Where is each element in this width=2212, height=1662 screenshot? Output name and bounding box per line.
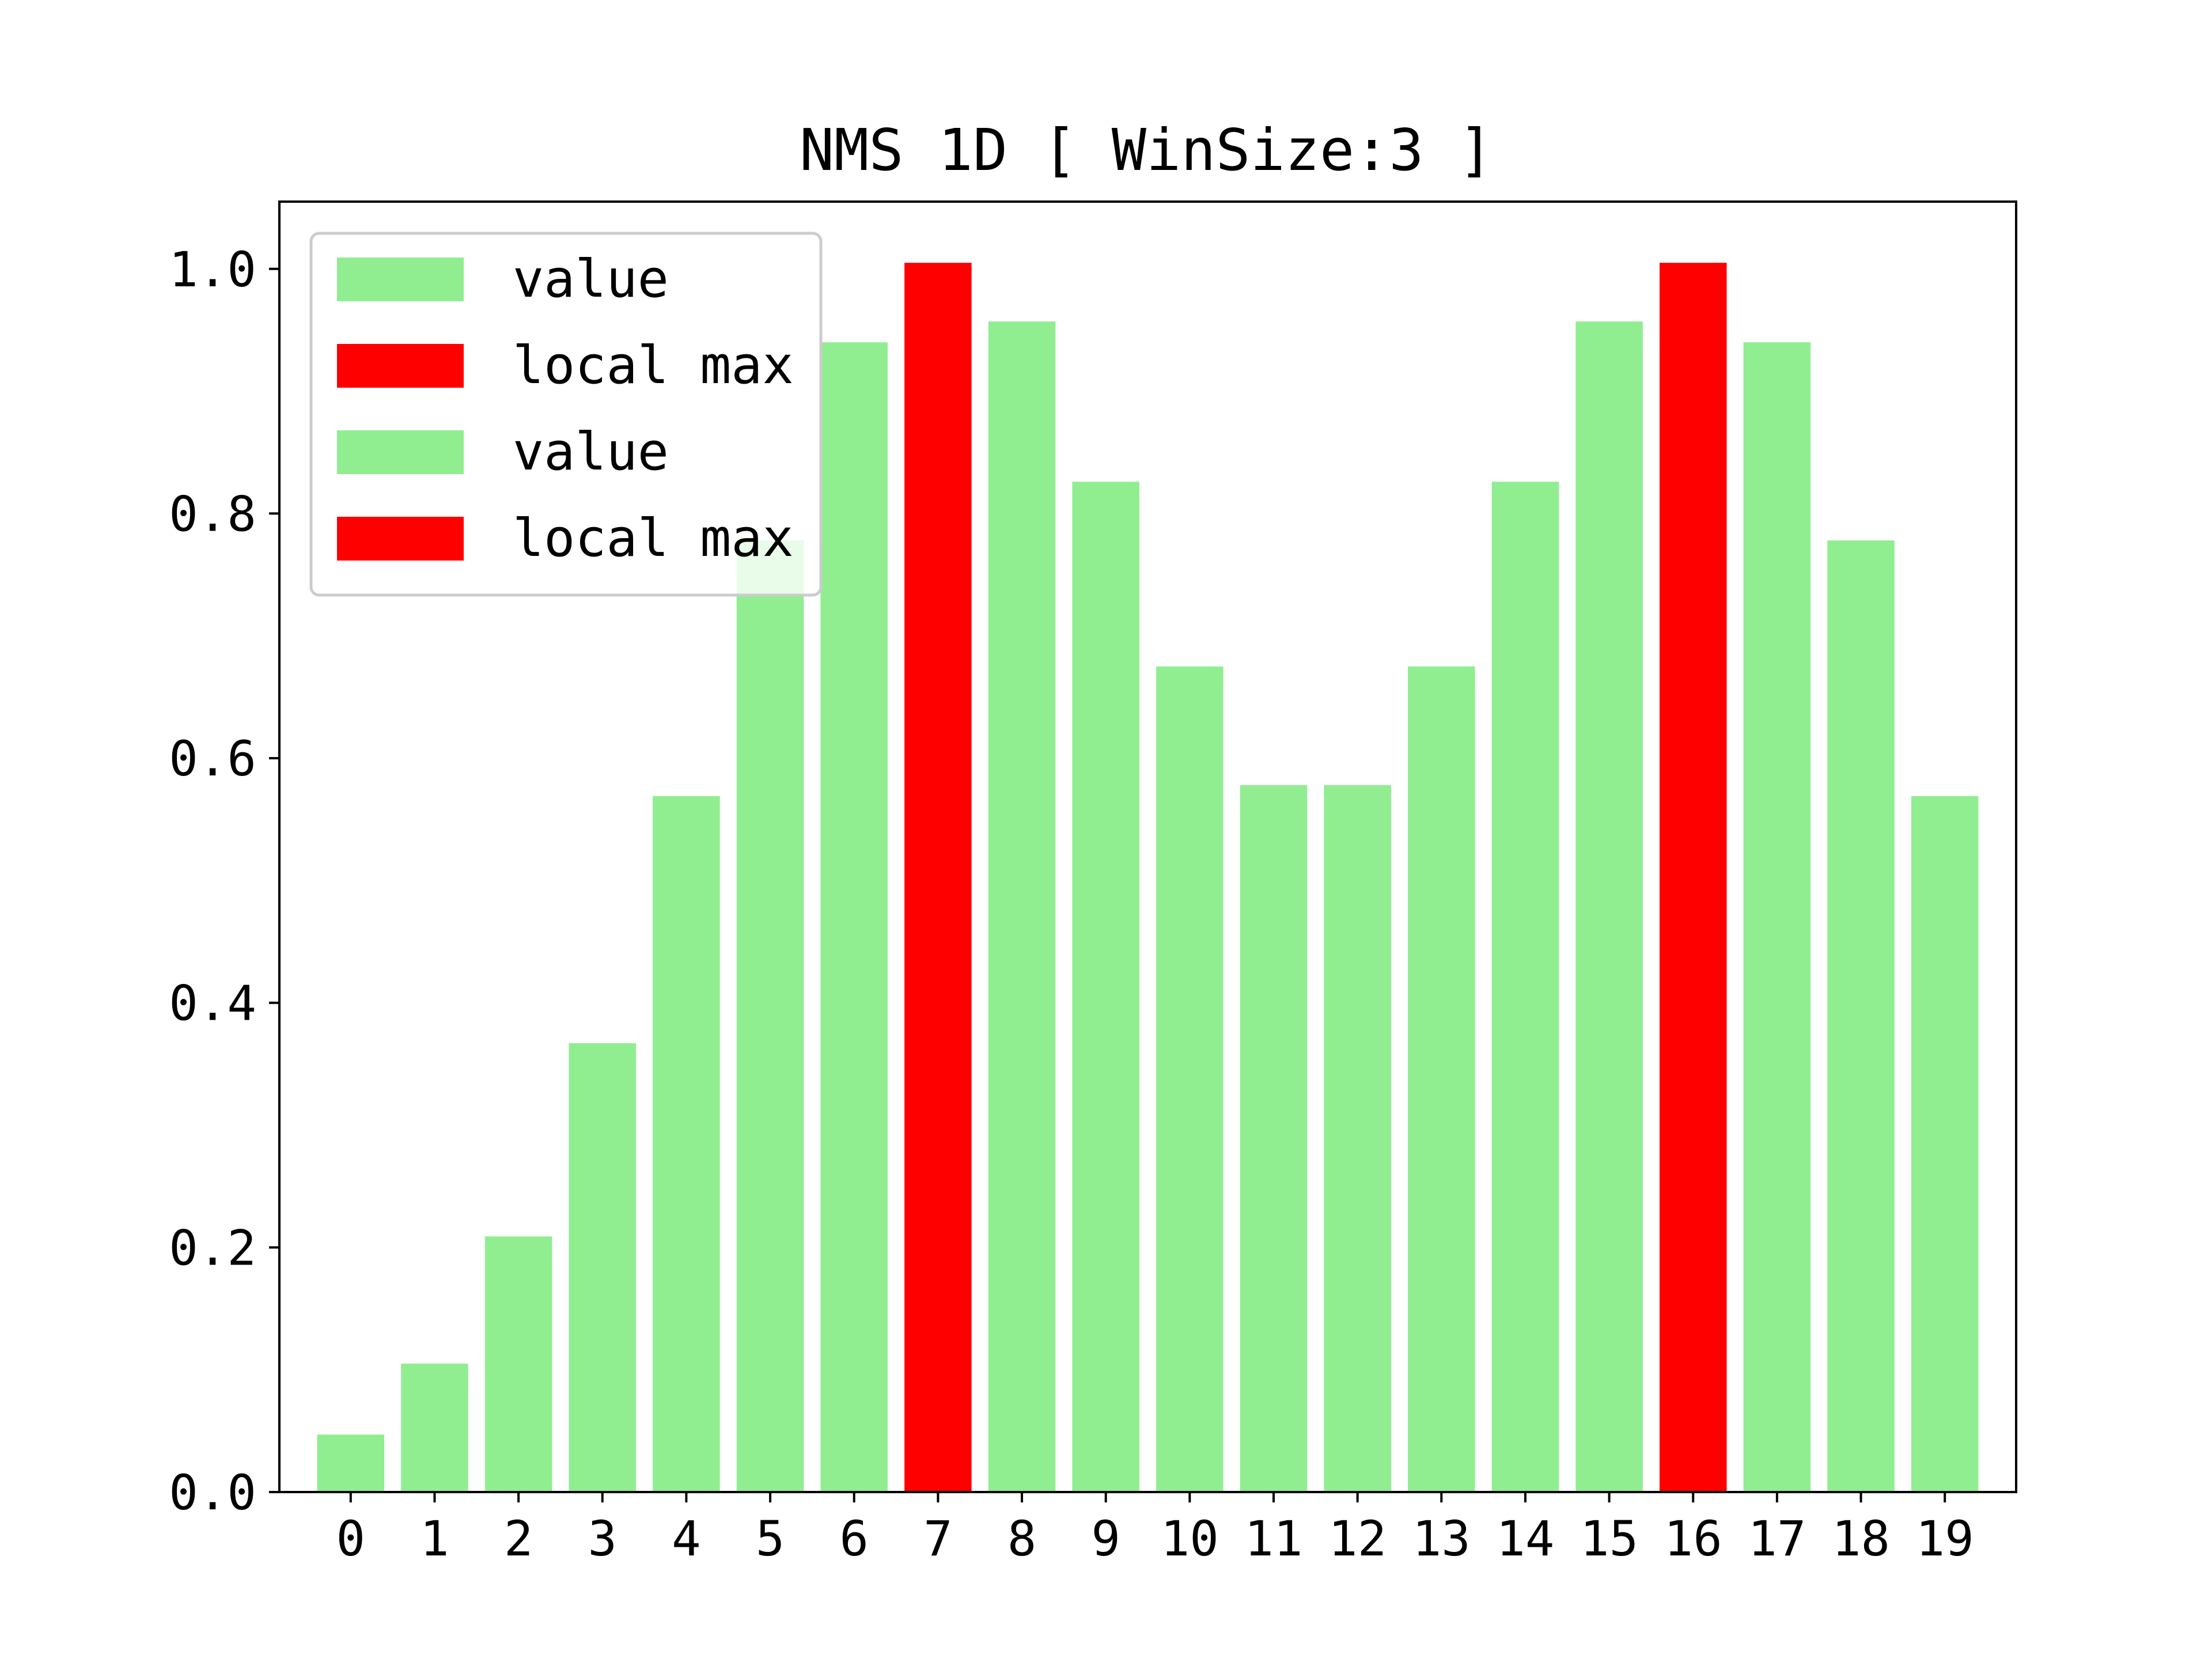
y-tick-label-0.6: 0.6: [169, 730, 256, 787]
x-tick-label-9: 9: [1091, 1510, 1120, 1567]
x-tick-label-7: 7: [923, 1510, 953, 1567]
bar-value-18: [1827, 540, 1895, 1492]
x-tick-label-10: 10: [1161, 1510, 1219, 1567]
x-tick-label-6: 6: [839, 1510, 869, 1567]
legend-swatch-local-max: [337, 344, 464, 388]
x-tick-label-13: 13: [1412, 1510, 1471, 1567]
bar-value-9: [1072, 482, 1139, 1492]
legend-box: [309, 232, 823, 597]
legend-label-value: value: [513, 422, 669, 482]
x-tick-label-3: 3: [588, 1510, 617, 1567]
bar-value-13: [1408, 666, 1475, 1492]
legend-label-local-max: local max: [513, 508, 794, 569]
y-tick-label-1.0: 1.0: [169, 241, 256, 298]
bar-value-19: [1911, 796, 1979, 1492]
x-tick-label-17: 17: [1748, 1510, 1806, 1567]
y-tick-label-0.2: 0.2: [169, 1220, 256, 1276]
bar-value-2: [484, 1236, 552, 1492]
bar-value-12: [1324, 785, 1391, 1492]
y-tick-label-0.8: 0.8: [169, 486, 256, 542]
legend-swatch-value: [337, 258, 464, 301]
x-tick-label-12: 12: [1328, 1510, 1387, 1567]
x-tick-label-5: 5: [756, 1510, 785, 1567]
legend-swatch-local-max: [337, 517, 464, 561]
legend-label-value: value: [513, 249, 669, 309]
x-tick-label-1: 1: [420, 1510, 449, 1567]
bar-value-10: [1156, 666, 1224, 1492]
x-tick-label-4: 4: [672, 1510, 701, 1567]
bar-value-4: [653, 796, 720, 1492]
chart-title: NMS 1D [ WinSize:3 ]: [800, 116, 1493, 184]
bar-value-14: [1491, 482, 1559, 1492]
x-tick-label-14: 14: [1496, 1510, 1554, 1567]
x-tick-label-15: 15: [1580, 1510, 1638, 1567]
bar-local-max-16: [1659, 263, 1727, 1492]
y-tick-label-0.4: 0.4: [169, 975, 256, 1032]
bar-value-11: [1240, 785, 1308, 1492]
legend-label-local-max: local max: [513, 335, 794, 396]
bar-local-max-7: [904, 263, 972, 1492]
bar-value-17: [1743, 342, 1811, 1492]
x-tick-label-11: 11: [1244, 1510, 1302, 1567]
bar-value-0: [317, 1434, 385, 1492]
bar-value-5: [736, 540, 804, 1492]
x-tick-label-18: 18: [1832, 1510, 1890, 1567]
bar-value-15: [1575, 321, 1643, 1492]
legend-swatch-value: [337, 430, 464, 474]
y-tick-label-0.0: 0.0: [169, 1464, 256, 1521]
bar-value-6: [820, 342, 888, 1492]
plot-frame: [278, 200, 2017, 1493]
bar-value-1: [401, 1364, 468, 1492]
x-tick-label-0: 0: [336, 1510, 366, 1567]
bar-value-3: [569, 1043, 637, 1492]
bars-layer: [317, 263, 1979, 1492]
legend: value local max value local max: [309, 232, 823, 597]
axes-layer: 0.00.20.40.60.81.00 1 2 3 4 5 6 7 8 9 10 11 12 13 14 15…: [169, 200, 2017, 1567]
x-tick-label-8: 8: [1007, 1510, 1037, 1567]
bar-value-8: [988, 321, 1056, 1492]
x-tick-label-16: 16: [1664, 1510, 1722, 1567]
x-tick-label-19: 19: [1916, 1510, 1974, 1567]
x-tick-label-2: 2: [504, 1510, 533, 1567]
